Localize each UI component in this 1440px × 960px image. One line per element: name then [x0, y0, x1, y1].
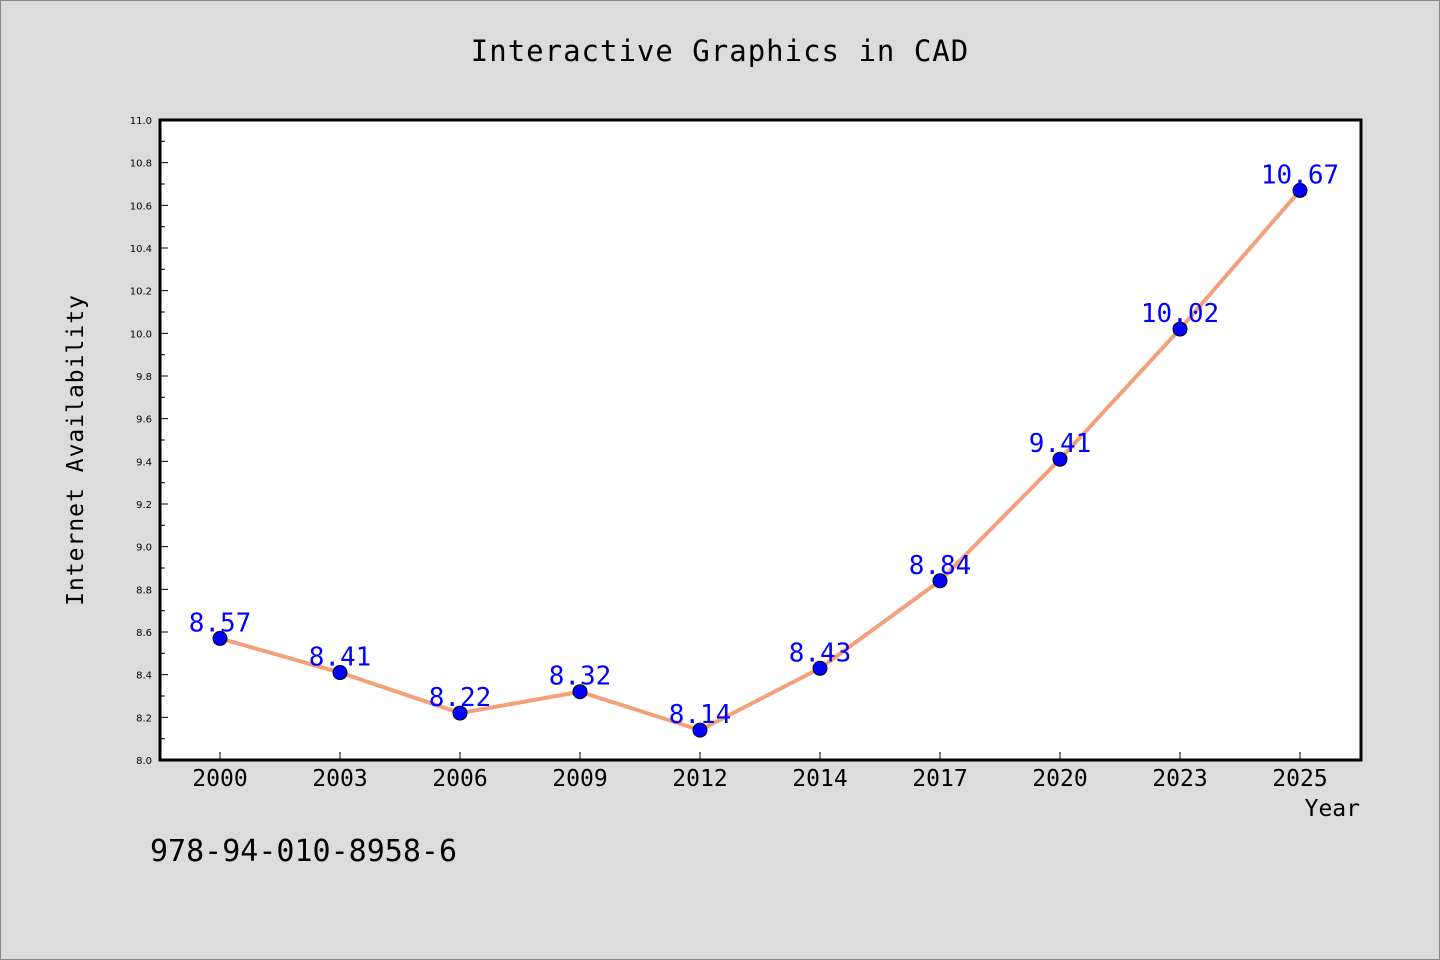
data-label: 10.67 [1261, 160, 1339, 190]
data-point [692, 722, 708, 738]
y-tick-label: 10.8 [130, 159, 152, 170]
x-tick-label: 2006 [432, 766, 487, 792]
y-tick-label: 8.4 [136, 671, 152, 682]
x-tick-label: 2003 [312, 766, 367, 792]
data-point [212, 630, 228, 646]
data-label: 10.02 [1141, 299, 1219, 329]
y-tick-label: 10.6 [130, 201, 152, 212]
y-tick-label: 8.6 [136, 628, 152, 639]
series-layer: 8.57 8.41 8.22 8.32 8.14 8.43 8.84 9.41 10.02 10.… [189, 160, 1339, 738]
data-label: 8.84 [909, 551, 972, 581]
series-line [219, 189, 1302, 733]
y-tick-label: 10.0 [130, 329, 152, 340]
data-point [1172, 321, 1188, 337]
x-tick-label: 2014 [792, 766, 847, 792]
data-point [572, 684, 588, 700]
x-tick-label: 2017 [912, 766, 967, 792]
x-tick-label: 2023 [1152, 766, 1207, 792]
x-tick-label: 2025 [1272, 766, 1327, 792]
data-point [932, 573, 948, 589]
x-tick-label: 2012 [672, 766, 727, 792]
data-label: 8.32 [549, 662, 612, 692]
y-tick-label: 9.2 [136, 500, 152, 511]
y-tick-label: 8.2 [136, 713, 152, 724]
x-tick-label: 2020 [1032, 766, 1087, 792]
chart-title: Interactive Graphics in CAD [470, 34, 970, 68]
data-point [452, 705, 468, 721]
data-label: 9.41 [1029, 429, 1092, 459]
x-axis-label: Year [1304, 796, 1360, 822]
data-point [332, 665, 348, 681]
data-point [1052, 451, 1068, 467]
x-axis: 2000 2003 2006 2009 2012 2014 2017 2020 2023 2025 [192, 752, 1328, 792]
y-tick-label: 10.2 [130, 287, 152, 298]
y-tick-label: 11.0 [130, 116, 152, 127]
y-tick-label: 10.4 [130, 244, 152, 255]
data-label: 8.43 [789, 638, 852, 668]
isbn-footnote: 978-94-010-8958-6 [150, 834, 458, 869]
y-tick-label: 9.0 [136, 543, 152, 554]
y-tick-label: 9.6 [136, 415, 152, 426]
y-axis: 8.0 8.2 8.4 8.6 8.8 9.0 9.2 9.4 9.6 9.8 10.0 10.2 10… [130, 116, 168, 767]
data-label: 8.22 [429, 683, 492, 713]
data-label: 8.14 [669, 700, 732, 730]
data-point [1292, 182, 1308, 198]
y-tick-label: 9.4 [136, 457, 152, 468]
y-tick-label: 9.8 [136, 372, 152, 383]
data-point [812, 660, 828, 676]
y-tick-label: 8.8 [136, 585, 152, 596]
x-tick-label: 2000 [192, 766, 247, 792]
plot-area [158, 118, 1363, 762]
y-tick-label: 8.0 [136, 756, 152, 767]
x-tick-label: 2009 [552, 766, 607, 792]
data-label: 8.57 [189, 608, 252, 638]
data-label: 8.41 [309, 643, 372, 673]
